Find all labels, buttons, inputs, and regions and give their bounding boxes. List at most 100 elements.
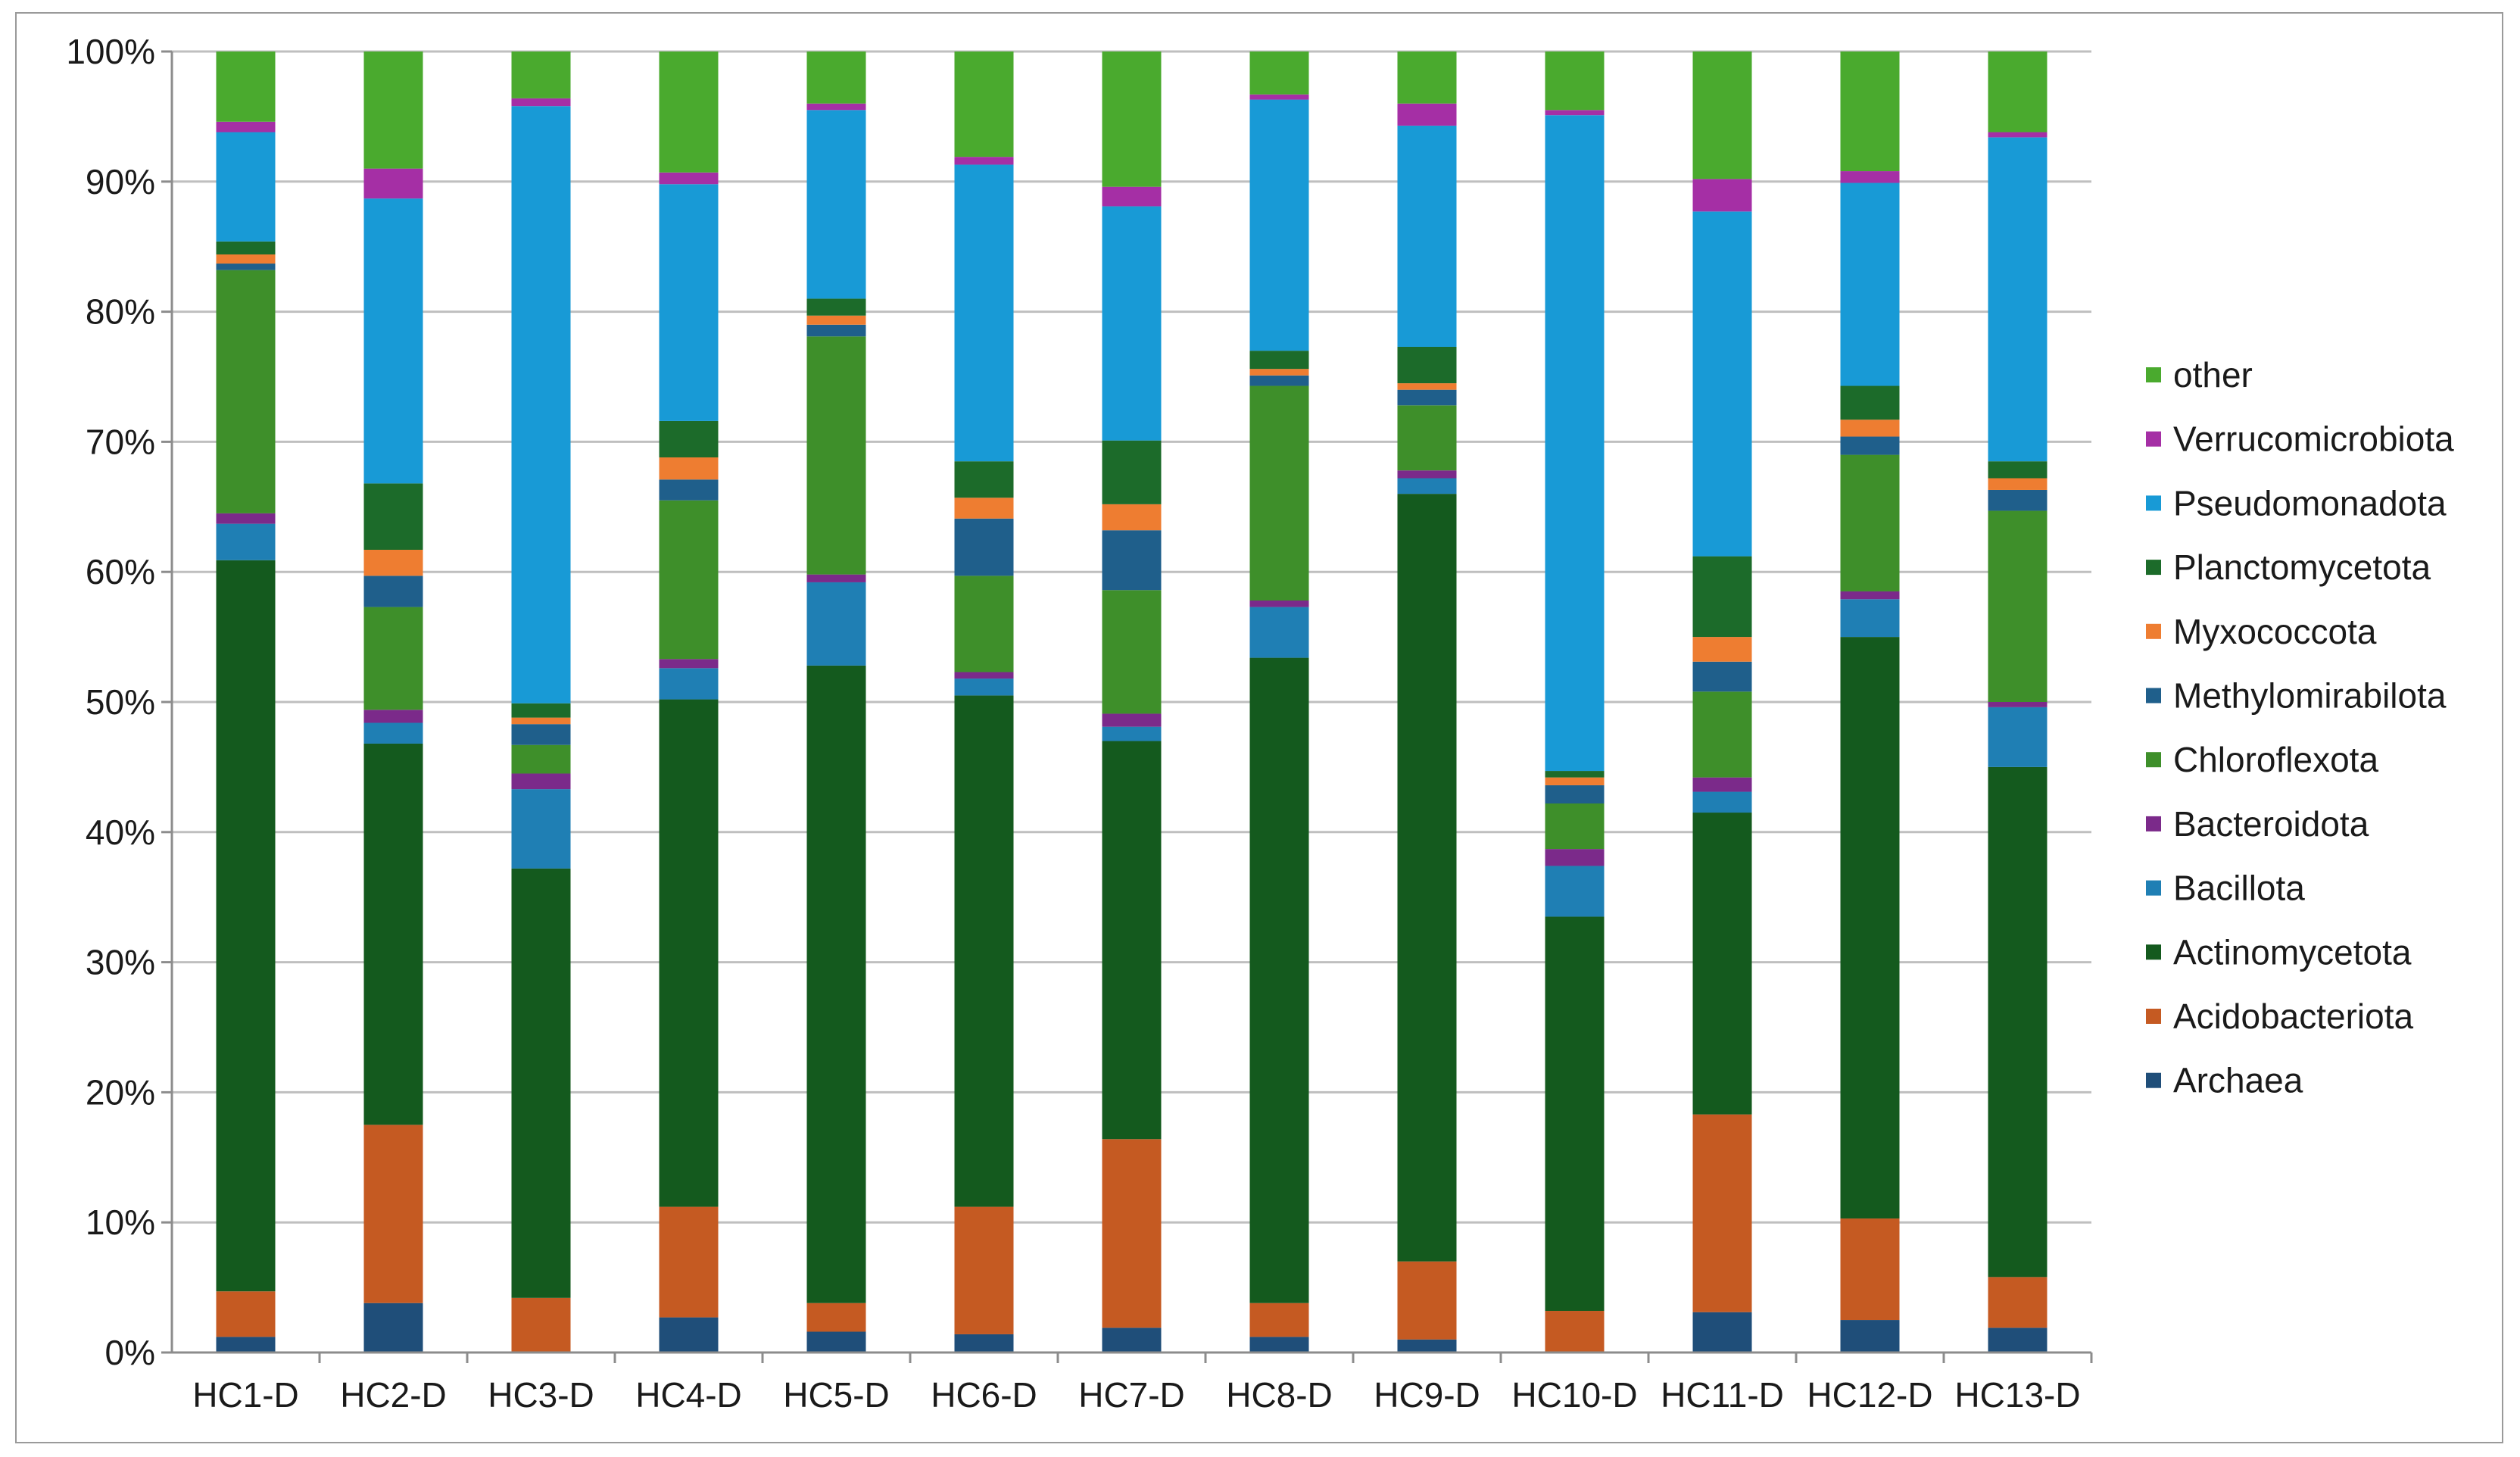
bar-segment bbox=[1545, 777, 1605, 785]
bar-segment bbox=[216, 1337, 276, 1352]
bar-segment bbox=[954, 1206, 1014, 1334]
bar-segment bbox=[1840, 591, 1900, 600]
legend-label: other bbox=[2173, 355, 2253, 395]
bar-segment bbox=[1102, 530, 1162, 591]
bar-segment bbox=[1249, 51, 1309, 95]
bar-segment bbox=[954, 164, 1014, 462]
legend-swatch bbox=[2146, 1072, 2161, 1088]
bar-segment bbox=[1249, 607, 1309, 658]
bar-segment bbox=[1692, 813, 1752, 1115]
x-tick-label: HC12-D bbox=[1807, 1375, 1932, 1415]
bar-segment bbox=[511, 1297, 571, 1352]
legend-label: Acidobacteriota bbox=[2173, 997, 2413, 1036]
bar-segment bbox=[806, 1331, 866, 1352]
x-tick-label: HC10-D bbox=[1511, 1375, 1637, 1415]
bar-segment bbox=[806, 574, 866, 582]
bar-segment bbox=[511, 724, 571, 745]
bar-segment bbox=[1397, 470, 1457, 479]
bar-segment bbox=[1840, 454, 1900, 591]
bar-segment bbox=[1692, 1312, 1752, 1352]
y-tick-label: 20% bbox=[86, 1072, 155, 1112]
bar-segment bbox=[806, 103, 866, 111]
legend-label: Bacteroidota bbox=[2173, 804, 2369, 844]
legend-swatch bbox=[2146, 431, 2161, 447]
legend-swatch bbox=[2146, 367, 2161, 382]
bar-segment bbox=[1988, 766, 2048, 1278]
bar-segment bbox=[1545, 849, 1605, 866]
bar-segment bbox=[1988, 707, 2048, 767]
bar-segment bbox=[216, 560, 276, 1292]
x-tick-label: HC7-D bbox=[1078, 1375, 1185, 1415]
bar-segment bbox=[1249, 351, 1309, 370]
bar-segment bbox=[659, 500, 719, 660]
bar-segment bbox=[1988, 461, 2048, 479]
bar-segment bbox=[1692, 51, 1752, 179]
legend-swatch bbox=[2146, 752, 2161, 768]
y-axis-tick-labels: 0% 10% 20% 30% 40% 50% 60% 70% 80% 90% 100% bbox=[66, 32, 155, 1372]
bar-segment bbox=[659, 51, 719, 173]
bar-segment bbox=[806, 1303, 866, 1332]
x-tick-label: HC11-D bbox=[1661, 1375, 1784, 1415]
legend-label: Bacillota bbox=[2173, 869, 2305, 908]
legend-swatch bbox=[2146, 816, 2161, 831]
bar-segment bbox=[511, 703, 571, 718]
bar-segment bbox=[511, 98, 571, 107]
legend: other Verrucomicrobiota Pseudomonadota Plan… bbox=[2146, 355, 2454, 1100]
stacked-bar-chart: 0%10%20%30%40%50%60%70%80%90%100% HC1-D H… bbox=[66, 32, 2454, 1415]
bar-segment bbox=[1249, 385, 1309, 601]
bar-segment bbox=[806, 51, 866, 104]
x-tick-label: HC3-D bbox=[488, 1375, 594, 1415]
bar-segment bbox=[1102, 206, 1162, 441]
bar-segment bbox=[363, 576, 423, 607]
bar-segment bbox=[363, 168, 423, 199]
bar-segment bbox=[1545, 110, 1605, 116]
x-tick-label: HC13-D bbox=[1954, 1375, 2080, 1415]
bar-segment bbox=[1692, 791, 1752, 813]
bar-segment bbox=[1692, 777, 1752, 792]
chart-frame: 0% 10% 20% 30% 40% 50% 60% 70% 80% 90% 100% HC1-D H… bbox=[15, 12, 2503, 1443]
bar-segment bbox=[1840, 1320, 1900, 1352]
bar-stacks bbox=[216, 51, 2048, 1352]
bar-segment bbox=[806, 665, 866, 1303]
bar-segment bbox=[216, 270, 276, 513]
bar-segment bbox=[363, 549, 423, 576]
bar-segment bbox=[659, 420, 719, 458]
bar-segment bbox=[1988, 51, 2048, 133]
legend-label: Actinomycetota bbox=[2173, 932, 2412, 972]
bar-segment bbox=[216, 241, 276, 255]
bar-segment bbox=[1988, 702, 2048, 707]
bar-segment bbox=[1249, 1303, 1309, 1337]
legend-swatch bbox=[2146, 623, 2161, 639]
bar-segment bbox=[1545, 785, 1605, 804]
bar-segment bbox=[954, 672, 1014, 679]
bar-segment bbox=[1692, 1114, 1752, 1312]
legend-swatch bbox=[2146, 944, 2161, 960]
x-axis-tick-labels: HC1-D HC2-D HC3-D HC4-D HC5-D HC6-D HC7-D HC8-D… bbox=[192, 1375, 2080, 1415]
bar-segment bbox=[1545, 1311, 1605, 1352]
y-tick-label: 0% bbox=[105, 1333, 155, 1372]
bar-segment bbox=[216, 523, 276, 560]
bar-segment bbox=[1988, 478, 2048, 490]
bar-segment bbox=[659, 1206, 719, 1318]
bar-segment bbox=[1249, 600, 1309, 607]
bar-segment bbox=[1397, 125, 1457, 347]
bar-segment bbox=[954, 51, 1014, 158]
legend-label: Planctomycetota bbox=[2173, 548, 2431, 587]
legend-label: Myxococcota bbox=[2173, 612, 2377, 651]
bar-segment bbox=[1397, 478, 1457, 495]
bar-segment bbox=[806, 324, 866, 337]
bar-segment bbox=[954, 695, 1014, 1207]
bar-segment bbox=[1840, 436, 1900, 455]
y-tick-label: 70% bbox=[86, 422, 155, 461]
bar-segment bbox=[1397, 494, 1457, 1262]
bar-segment bbox=[1692, 661, 1752, 692]
bar-segment bbox=[1102, 504, 1162, 531]
bar-segment bbox=[659, 699, 719, 1207]
bar-segment bbox=[1102, 590, 1162, 714]
bar-segment bbox=[216, 264, 276, 270]
bar-segment bbox=[954, 498, 1014, 519]
axes bbox=[161, 50, 2093, 1363]
legend-label: Pseudomonadota bbox=[2173, 483, 2447, 523]
bar-segment bbox=[1102, 51, 1162, 187]
bar-segment bbox=[363, 1303, 423, 1352]
